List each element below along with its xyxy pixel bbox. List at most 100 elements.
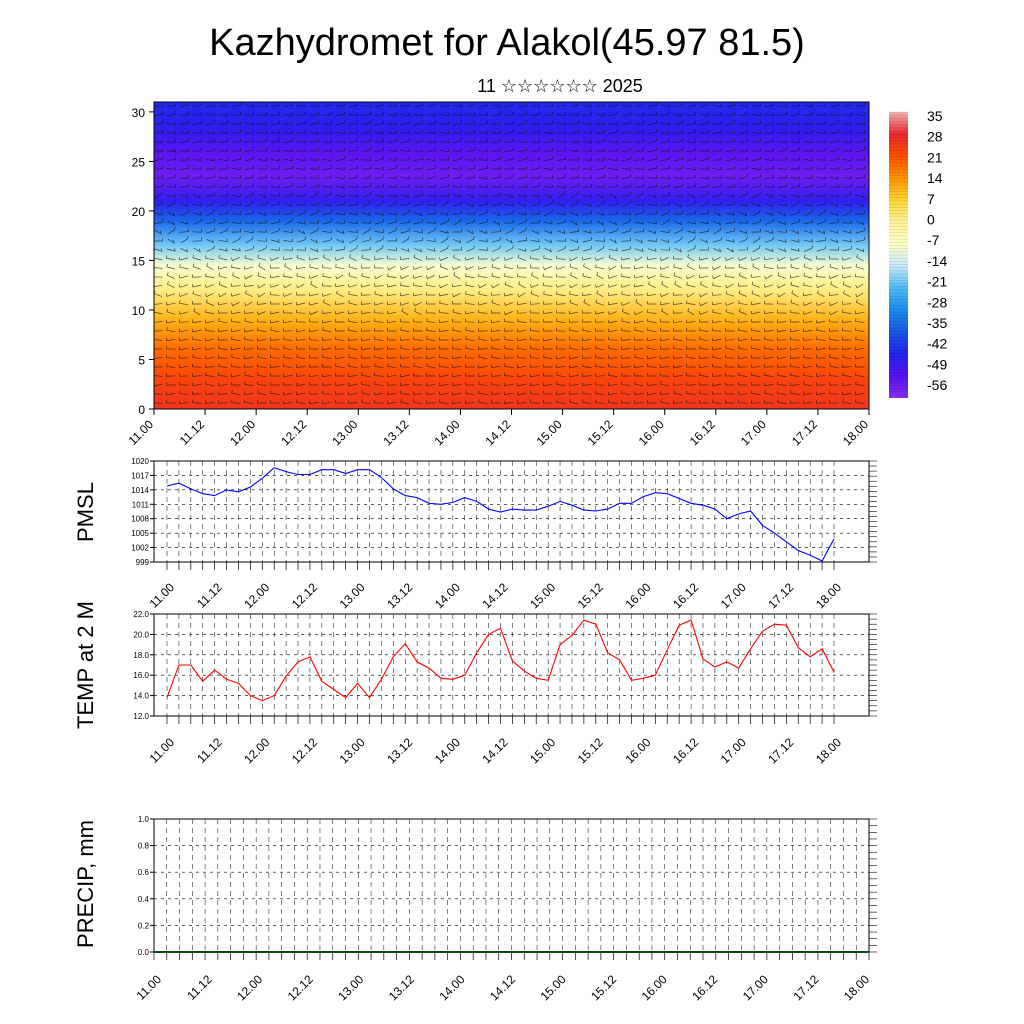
temp-x-label: 12.12 — [289, 735, 320, 766]
temp-x-label: 11.00 — [147, 735, 178, 766]
temp-x-label: 14.00 — [432, 735, 463, 766]
temp-x-label: 13.12 — [384, 735, 415, 766]
heatmap-x-label: 13.00 — [329, 417, 360, 448]
precip-x-label: 18.00 — [841, 972, 872, 1003]
colorbar-label: -21 — [927, 274, 947, 290]
heatmap-y-tick-label: 20 — [132, 205, 146, 219]
precip-x-label: 12.12 — [285, 972, 316, 1003]
pmsl-y-tick-label: 1017 — [131, 471, 149, 480]
pmsl-x-label: 16.00 — [622, 580, 653, 611]
precip-x-label: 17.12 — [790, 972, 821, 1003]
wind-vectors — [154, 102, 866, 405]
temp-x-label: 16.00 — [622, 735, 653, 766]
chart-title: Kazhydromet for Alakol(45.97 81.5) — [209, 22, 805, 64]
heatmap-y-tick-label: 15 — [132, 254, 146, 268]
temp-x-label: 16.12 — [670, 735, 701, 766]
precip-x-label: 13.12 — [386, 972, 417, 1003]
heatmap-x-label: 17.00 — [738, 417, 769, 448]
precip-x-label: 14.00 — [436, 972, 467, 1003]
temp-y-tick-label: 22.0 — [133, 610, 149, 619]
pmsl-x-label: 17.00 — [718, 580, 749, 611]
precip-y-tick-label: 0.6 — [138, 868, 150, 877]
temp-x-label: 15.00 — [527, 735, 558, 766]
pmsl-x-label: 17.12 — [765, 580, 796, 611]
precip-x-label: 17.00 — [740, 972, 771, 1003]
precip-y-tick-label: 0.0 — [138, 948, 150, 957]
heatmap-field — [154, 102, 869, 409]
pmsl-y-axis-label: PMSL — [73, 482, 98, 542]
pmsl-x-label: 15.00 — [527, 580, 558, 611]
heatmap-x-label: 13.12 — [380, 417, 411, 448]
chart-subtitle: 11 ☆☆☆☆☆☆ 2025 — [477, 76, 643, 96]
colorbar-label: 28 — [927, 129, 943, 145]
temp-y-tick-label: 18.0 — [133, 651, 149, 660]
pmsl-frame — [153, 460, 870, 563]
colorbar-label: 7 — [927, 191, 935, 207]
temp-x-label: 13.00 — [337, 735, 368, 766]
temp-x-label: 12.00 — [241, 735, 272, 766]
precip-x-label: 11.12 — [184, 972, 215, 1003]
pmsl-x-label: 12.00 — [241, 580, 272, 611]
temp-y-tick-label: 12.0 — [133, 712, 149, 721]
colorbar-label: -42 — [927, 336, 947, 352]
temp-y-tick-label: 20.0 — [133, 630, 149, 639]
heatmap-y-tick-label: 25 — [132, 155, 146, 169]
temp-x-label: 17.12 — [765, 735, 796, 766]
colorbar-label: -28 — [927, 294, 947, 310]
temp-x-label: 11.12 — [194, 735, 225, 766]
pmsl-x-label: 18.00 — [813, 580, 844, 611]
colorbar-label: 35 — [927, 108, 943, 124]
heatmap-x-label: 12.00 — [227, 417, 258, 448]
precip-x-label: 13.00 — [335, 972, 366, 1003]
colorbar-label: 0 — [927, 212, 935, 228]
heatmap-x-label: 14.12 — [482, 417, 513, 448]
colorbar-label: -56 — [927, 377, 947, 393]
colorbar-label: -7 — [927, 232, 940, 248]
temp-x-label: 18.00 — [813, 735, 844, 766]
colorbar-label: -49 — [927, 356, 947, 372]
temp-x-label: 17.00 — [718, 735, 749, 766]
pmsl-x-label: 13.12 — [384, 580, 415, 611]
precip-x-label: 14.12 — [487, 972, 518, 1003]
colorbar — [889, 112, 908, 398]
pmsl-y-tick-label: 1002 — [131, 544, 149, 553]
pmsl-y-tick-label: 999 — [136, 558, 150, 567]
heatmap-y-tick-label: 30 — [132, 106, 146, 120]
pmsl-y-tick-label: 1020 — [131, 457, 149, 466]
precip-y-tick-label: 1.0 — [138, 815, 150, 824]
heatmap-y-tick-label: 5 — [138, 353, 145, 367]
pmsl-y-tick-label: 1008 — [131, 515, 149, 524]
precip-y-tick-label: 0.4 — [138, 895, 150, 904]
heatmap-x-label: 11.00 — [126, 417, 157, 448]
temp-series-line — [166, 619, 835, 702]
heatmap-x-label: 16.00 — [636, 417, 667, 448]
colorbar-label: 14 — [927, 170, 943, 186]
colorbar-label: -14 — [927, 253, 947, 269]
precip-x-label: 12.00 — [234, 972, 265, 1003]
colorbar-label: -35 — [927, 315, 947, 331]
heatmap-x-label: 15.00 — [534, 417, 565, 448]
pmsl-series-line — [166, 467, 835, 562]
precip-y-axis-label: PRECIP, mm — [73, 820, 98, 948]
precip-y-tick-label: 0.2 — [138, 921, 150, 930]
pmsl-x-label: 12.12 — [289, 580, 320, 611]
pmsl-y-tick-label: 1011 — [132, 500, 150, 509]
temp-x-label: 14.12 — [479, 735, 510, 766]
pmsl-x-label: 11.00 — [147, 580, 178, 611]
precip-y-tick-label: 0.8 — [138, 842, 150, 851]
heatmap-y-tick-label: 0 — [138, 403, 145, 417]
precip-x-label: 15.00 — [538, 972, 569, 1003]
temp-x-label: 15.12 — [575, 735, 606, 766]
pmsl-x-label: 13.00 — [337, 580, 368, 611]
heatmap-x-label: 16.12 — [687, 417, 718, 448]
heatmap-x-label: 14.00 — [431, 417, 462, 448]
pmsl-y-tick-label: 1014 — [131, 486, 149, 495]
temp-y-tick-label: 14.0 — [133, 692, 149, 701]
colorbar-label: 21 — [927, 149, 943, 165]
precip-x-label: 11.00 — [134, 972, 165, 1003]
pmsl-x-label: 11.12 — [194, 580, 225, 611]
heatmap-x-label: 15.12 — [585, 417, 616, 448]
pmsl-x-label: 15.12 — [575, 580, 606, 611]
pmsl-x-label: 14.12 — [479, 580, 510, 611]
